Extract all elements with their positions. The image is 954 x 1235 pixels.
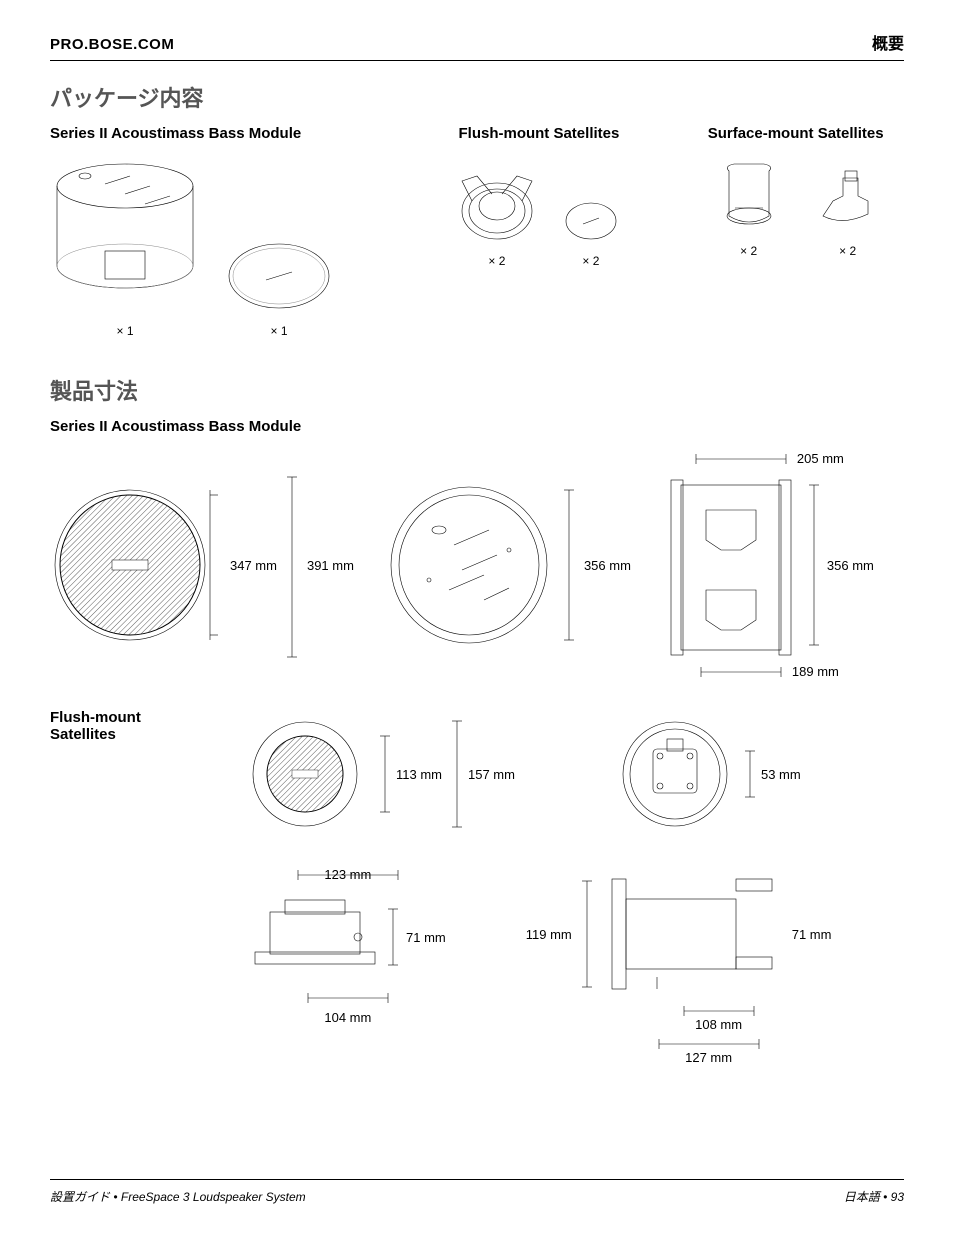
dim-flush-inner: 113 mm [396, 767, 442, 782]
bass-heading: Series II Acoustimass Bass Module [50, 418, 904, 435]
qty-label: × 1 [116, 324, 133, 338]
bass-side-group: 205 mm 356 mm 189 mm [661, 451, 874, 679]
bass-rear-group: 356 mm [384, 470, 631, 660]
dim-bracket-icon [582, 879, 592, 989]
flush-speaker-icon [457, 156, 537, 246]
dim-bass-front-outer: 391 mm [307, 558, 354, 573]
package-item: × 2 [709, 156, 789, 258]
header-section: 概要 [872, 30, 904, 54]
bracket-icon [813, 166, 883, 236]
dim-bracket-icon [564, 485, 574, 645]
dim-bracket-icon [679, 1005, 759, 1017]
dim-flush-depth-h: 119 mm [526, 927, 572, 942]
package-col-flush: Flush-mount Satellites × 2 × 2 [431, 125, 648, 338]
bass-module-icon [50, 156, 200, 316]
package-heading-surface: Surface-mount Satellites [687, 125, 904, 142]
flush-heading: Flush-mount Satellites [50, 709, 210, 743]
page-footer: 設置ガイド • FreeSpace 3 Loudspeaker System 日… [50, 1179, 904, 1205]
flush-back-group: 53 mm [615, 709, 801, 839]
dim-flush-depth-inner: 71 mm [792, 927, 832, 942]
bass-front-diagram [50, 470, 220, 660]
package-title: パッケージ内容 [50, 81, 904, 113]
package-item: × 2 [561, 196, 621, 268]
bass-dimension-row: 347 mm 391 mm 356 mm [50, 451, 904, 679]
dim-bracket-icon [303, 992, 393, 1004]
package-item: × 2 [813, 166, 883, 258]
footer-guide: 設置ガイド • [50, 1190, 121, 1204]
dim-flush-back: 53 mm [761, 767, 801, 782]
flush-side-group: 123 mm 71 mm 104 mm [250, 869, 446, 1025]
dim-flush-side-h: 71 mm [406, 930, 446, 945]
flush-face-diagram [250, 709, 370, 839]
dim-flush-side-top: 123 mm [324, 867, 371, 882]
qty-label: × 2 [488, 254, 505, 268]
footer-product: FreeSpace 3 Loudspeaker System [121, 1190, 306, 1204]
footer-left: 設置ガイド • FreeSpace 3 Loudspeaker System [50, 1188, 306, 1205]
bass-side-diagram [661, 470, 801, 660]
dim-bracket-icon [388, 907, 398, 967]
dim-bracket-icon [809, 480, 819, 650]
package-heading-flush: Flush-mount Satellites [431, 125, 648, 142]
flush-depth-group: 119 mm 71 mm 108 mm [526, 869, 832, 1065]
package-row: Series II Acoustimass Bass Module × 1 [50, 125, 904, 338]
dim-bass-front-dia: 347 mm [230, 558, 277, 573]
package-col-bass: Series II Acoustimass Bass Module × 1 [50, 125, 391, 338]
surface-speaker-icon [709, 156, 789, 236]
package-item: × 1 [224, 236, 334, 338]
package-items-bass: × 1 × 1 [50, 156, 391, 338]
package-col-surface: Surface-mount Satellites × 2 × 2 [687, 125, 904, 338]
bass-rear-diagram [384, 470, 554, 660]
bass-front-group: 347 mm 391 mm [50, 470, 354, 660]
package-item: × 1 [50, 156, 200, 338]
package-items-flush: × 2 × 2 [431, 156, 648, 268]
dim-bass-side-bottom: 189 mm [792, 664, 839, 679]
package-heading-bass: Series II Acoustimass Bass Module [50, 125, 391, 142]
qty-label: × 2 [582, 254, 599, 268]
package-items-surface: × 2 × 2 [687, 156, 904, 258]
header-site: PRO.BOSE.COM [50, 36, 174, 53]
dim-flush-depth-b: 127 mm [685, 1050, 732, 1065]
dim-flush-side-bottom: 104 mm [324, 1010, 371, 1025]
dim-bass-side-top: 205 mm [797, 451, 844, 466]
qty-label: × 1 [270, 324, 287, 338]
flush-depth-diagram [602, 869, 782, 999]
dim-bracket-icon [452, 719, 462, 829]
dim-bass-rear: 356 mm [584, 558, 631, 573]
flush-side-diagram [250, 892, 380, 982]
dim-bracket-icon [654, 1038, 764, 1050]
flush-grille-icon [561, 196, 621, 246]
dim-bass-side-height: 356 mm [827, 558, 874, 573]
dim-bracket-icon [696, 666, 786, 678]
dimensions-title: 製品寸法 [50, 374, 904, 406]
page-header: PRO.BOSE.COM 概要 [50, 30, 904, 61]
qty-label: × 2 [839, 244, 856, 258]
dim-bracket-icon [691, 453, 791, 465]
flush-back-diagram [615, 709, 735, 839]
dim-bracket-icon [287, 472, 297, 658]
dim-bracket-icon [745, 749, 755, 799]
dim-flush-depth-a: 108 mm [695, 1017, 742, 1032]
package-item: × 2 [457, 156, 537, 268]
qty-label: × 2 [740, 244, 757, 258]
flush-face-group: 113 mm 157 mm [250, 709, 515, 839]
grille-icon [224, 236, 334, 316]
footer-right: 日本語 • 93 [844, 1188, 904, 1205]
dim-flush-outer: 157 mm [468, 767, 515, 782]
flush-dimension-row: Flush-mount Satellites 113 mm [50, 709, 904, 1065]
dim-bracket-icon [380, 734, 390, 814]
